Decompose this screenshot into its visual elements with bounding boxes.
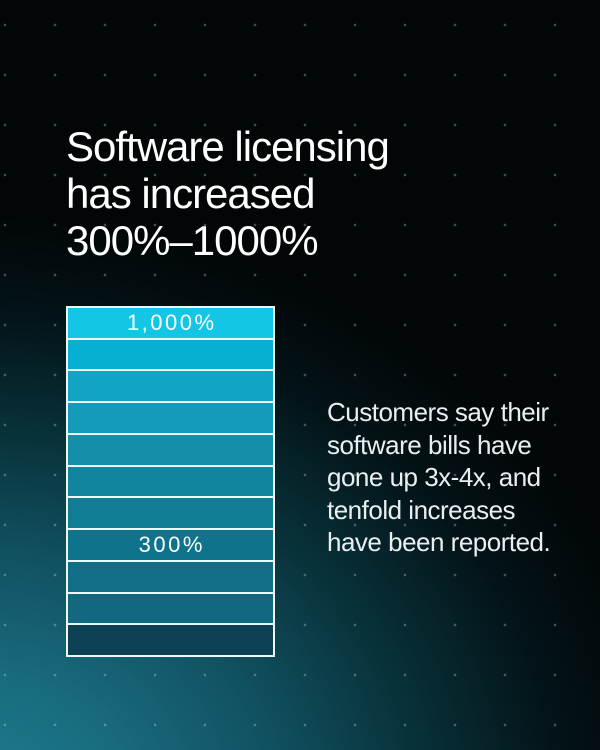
chart-segment-800 — [68, 371, 273, 402]
chart-segment-base — [68, 625, 273, 656]
supporting-text: Customers say their software bills have … — [327, 396, 551, 559]
supporting-text-line-4: tenfold increases — [327, 494, 516, 525]
headline-line-3: 300%–1000% — [66, 217, 319, 264]
chart-segment-400 — [68, 498, 273, 529]
supporting-text-line-1: Customers say their — [327, 397, 549, 427]
headline-line-2: has increased — [66, 170, 315, 217]
chart-segment-700 — [68, 403, 273, 433]
chart-segment-200 — [68, 561, 273, 592]
chart-segment-100 — [68, 593, 273, 624]
chart-segment-label-1000: 1,000% — [126, 309, 217, 335]
chart-segment-label-300: 300% — [138, 532, 205, 557]
chart-segment-900 — [68, 339, 273, 370]
supporting-text-line-2: software bills have — [327, 429, 532, 460]
supporting-text-line-3: gone up 3x-4x, and — [327, 462, 541, 492]
chart-segment-300: 300% — [68, 530, 273, 560]
increase-scale-chart: 1,000% 300% — [66, 306, 275, 657]
chart-segment-1000: 1,000% — [68, 308, 273, 338]
chart-segment-500 — [68, 466, 273, 497]
headline: Software licensing has increased 300%–10… — [66, 123, 390, 264]
supporting-text-line-5: have been reported. — [327, 527, 551, 557]
headline-line-1: Software licensing — [66, 123, 390, 170]
chart-segment-600 — [68, 434, 273, 465]
